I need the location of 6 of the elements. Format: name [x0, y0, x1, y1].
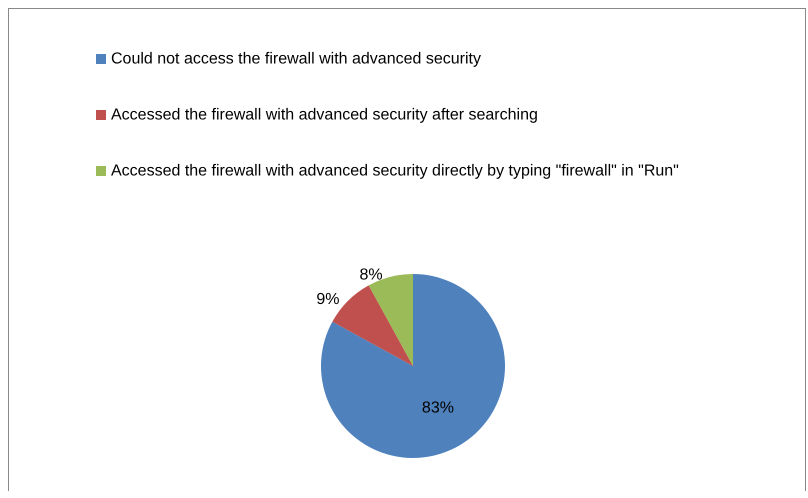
legend-label: Accessed the firewall with advanced security directly by typing "firewall" in "Run" [111, 162, 679, 180]
data-label: 9% [316, 291, 340, 308]
data-label: 83% [422, 400, 454, 417]
legend-label: Accessed the firewall with advanced security after searching [111, 106, 538, 124]
data-label: 8% [360, 266, 383, 284]
legend-label: Could not access the firewall with advanced security [111, 50, 481, 68]
